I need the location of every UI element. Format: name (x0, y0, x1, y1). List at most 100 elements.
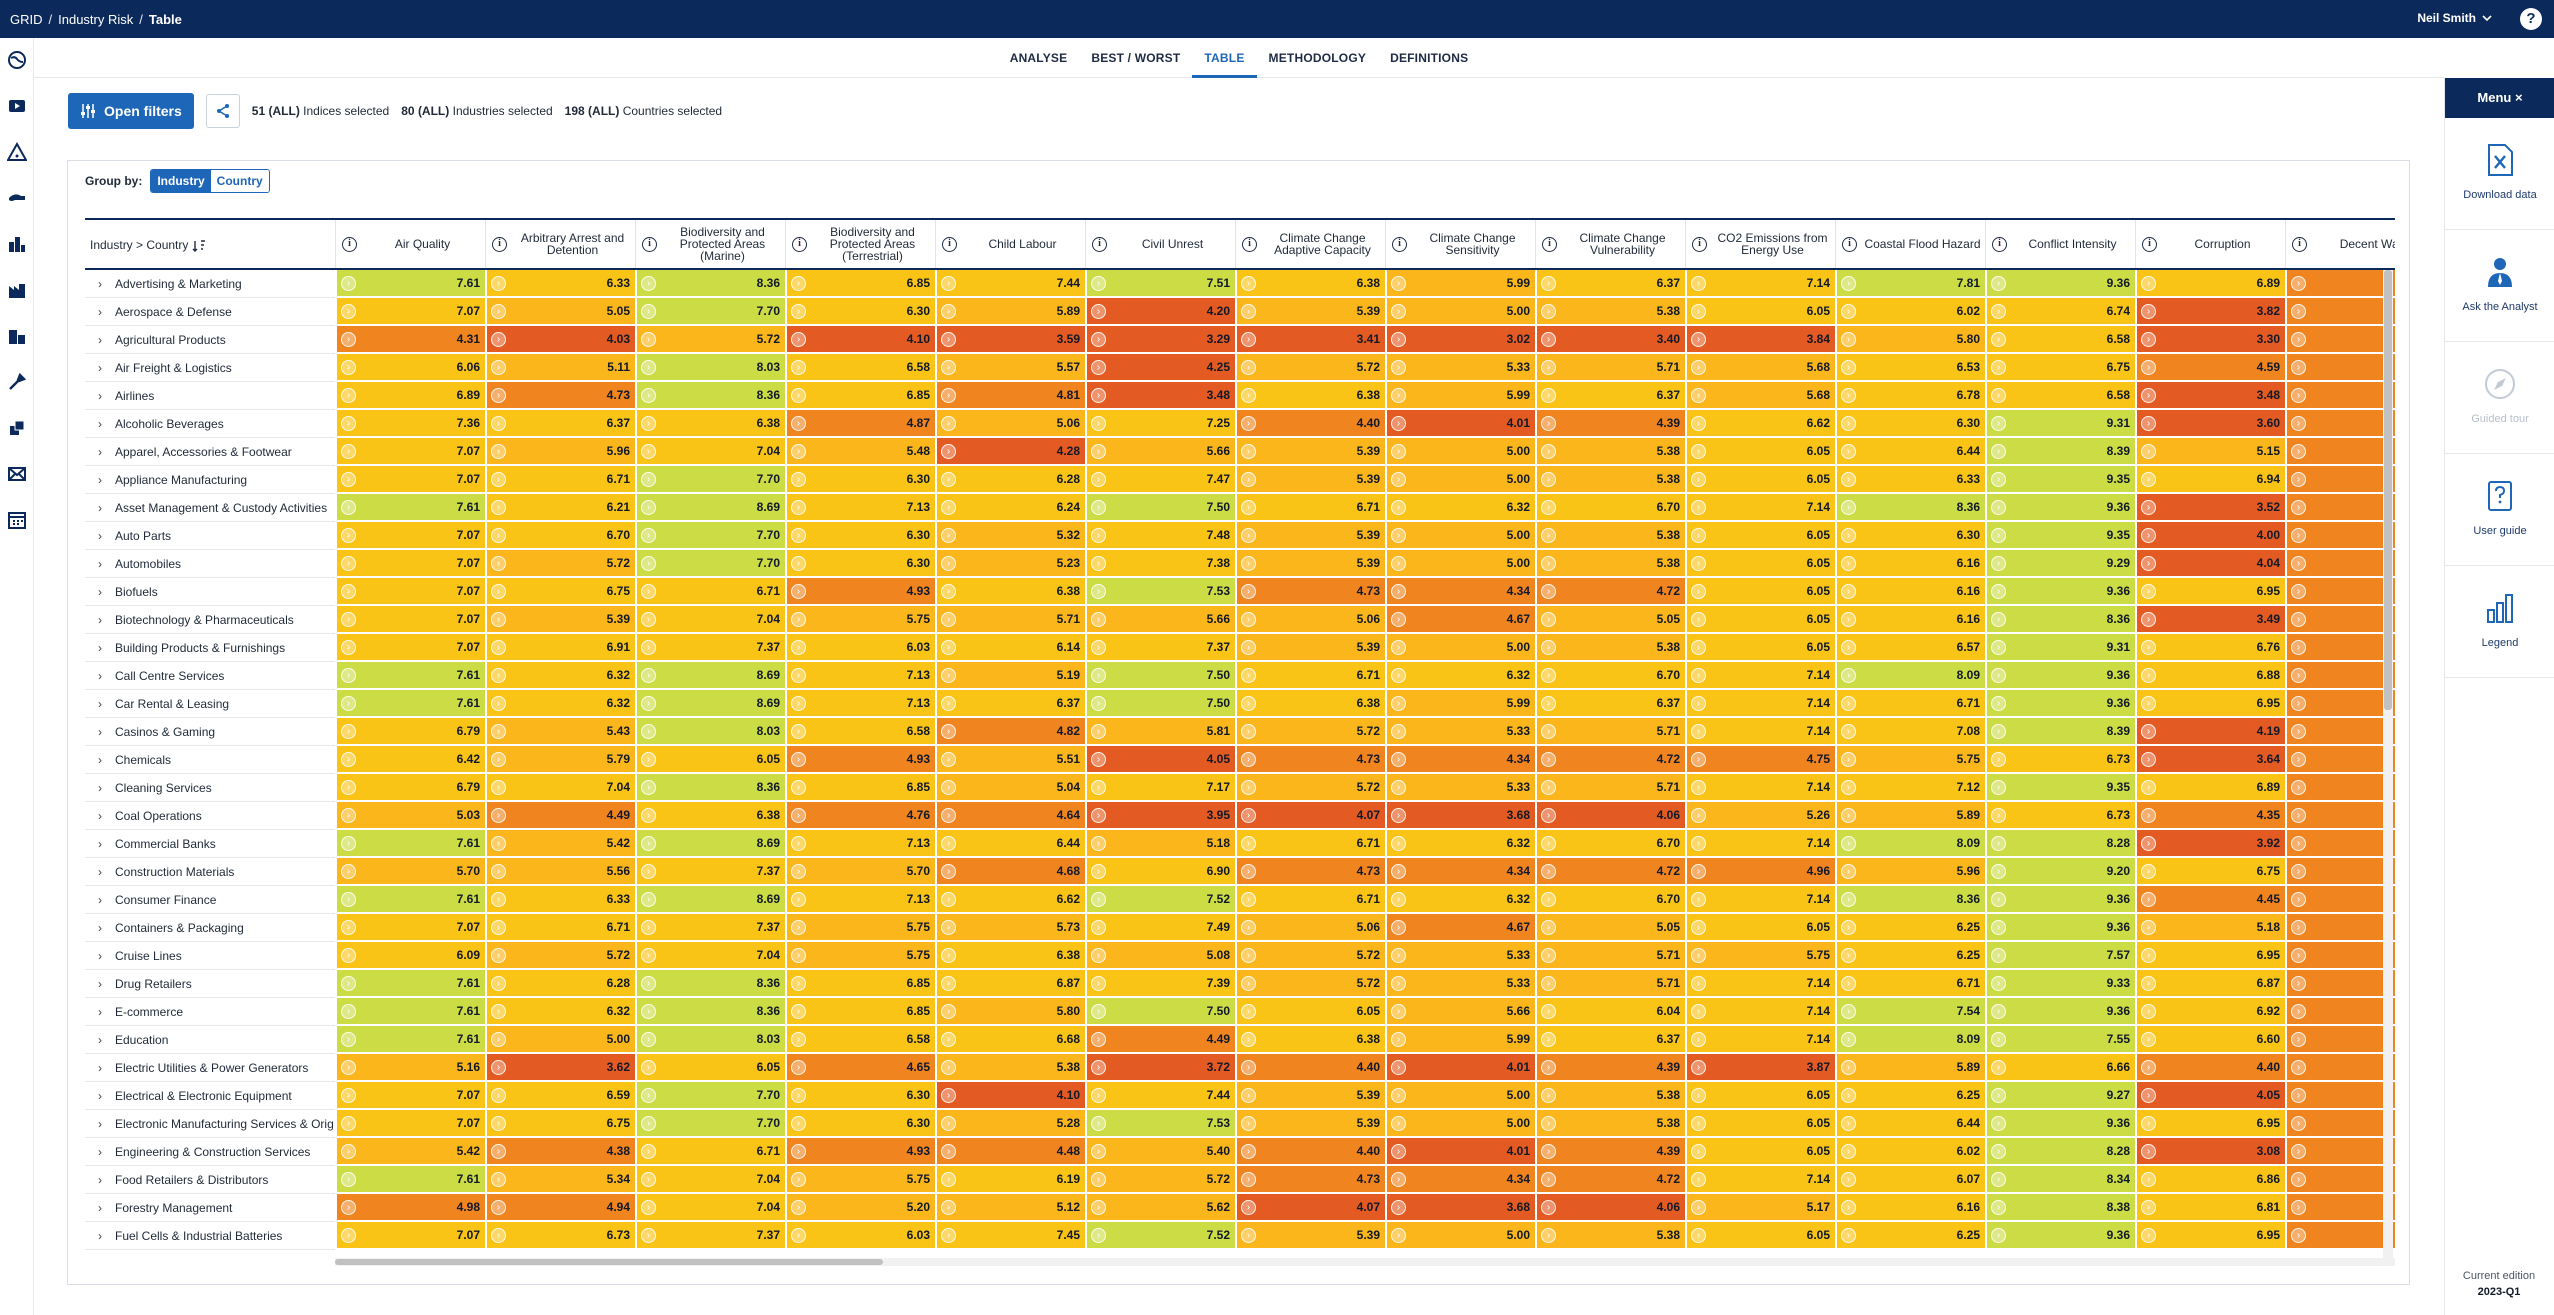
cell-detail-icon[interactable]: › (491, 808, 506, 823)
cell-detail-icon[interactable]: › (1091, 472, 1106, 487)
score-cell[interactable]: › 8.38 (1985, 1194, 2135, 1221)
cell-detail-icon[interactable]: › (1841, 584, 1856, 599)
score-cell[interactable]: › 7.12 (1835, 774, 1985, 801)
score-cell[interactable]: › 3.49 (2135, 606, 2285, 633)
score-cell[interactable]: › 6.37 (1535, 270, 1685, 297)
cell-detail-icon[interactable]: › (1241, 612, 1256, 627)
score-cell[interactable]: › 6.30 (785, 550, 935, 577)
cell-detail-icon[interactable]: › (1541, 1228, 1556, 1243)
score-cell[interactable]: › 7.07 (335, 522, 485, 549)
cell-detail-icon[interactable]: › (1841, 556, 1856, 571)
score-cell[interactable]: › 6.79 (335, 774, 485, 801)
cell-detail-icon[interactable]: › (341, 472, 356, 487)
cell-detail-icon[interactable]: › (1541, 388, 1556, 403)
cell-detail-icon[interactable]: › (1841, 948, 1856, 963)
score-cell[interactable]: › 9.29 (1985, 550, 2135, 577)
score-cell[interactable]: › 4.68 (935, 858, 1085, 885)
score-cell[interactable]: › 6.70 (485, 522, 635, 549)
cell-detail-icon[interactable]: › (1091, 1060, 1106, 1075)
cell-detail-icon[interactable]: › (1991, 668, 2006, 683)
cell-detail-icon[interactable]: › (1841, 724, 1856, 739)
score-cell[interactable]: › 8.36 (1835, 886, 1985, 913)
info-icon[interactable]: i (792, 237, 807, 252)
cell-detail-icon[interactable]: › (2291, 472, 2306, 487)
cell-detail-icon[interactable]: › (1091, 808, 1106, 823)
score-cell[interactable]: › (2285, 858, 2395, 885)
cell-detail-icon[interactable]: › (941, 1032, 956, 1047)
row-label[interactable]: › E-commerce (85, 998, 335, 1026)
cell-detail-icon[interactable]: › (1391, 500, 1406, 515)
score-cell[interactable]: › 6.75 (2135, 858, 2285, 885)
score-cell[interactable]: › 6.05 (1685, 298, 1835, 325)
cell-detail-icon[interactable]: › (941, 724, 956, 739)
row-label[interactable]: › Commercial Banks (85, 830, 335, 858)
cell-detail-icon[interactable]: › (791, 304, 806, 319)
cell-detail-icon[interactable]: › (2141, 416, 2156, 431)
cell-detail-icon[interactable]: › (1391, 1116, 1406, 1131)
cell-detail-icon[interactable]: › (1691, 808, 1706, 823)
score-cell[interactable]: › 4.49 (485, 802, 635, 829)
row-label[interactable]: › Auto Parts (85, 522, 335, 550)
score-cell[interactable]: › 5.80 (1835, 326, 1985, 353)
cell-detail-icon[interactable]: › (1241, 920, 1256, 935)
score-cell[interactable]: › 7.55 (1985, 1026, 2135, 1053)
score-cell[interactable]: › (2285, 746, 2395, 773)
score-cell[interactable]: › 9.33 (1985, 970, 2135, 997)
score-cell[interactable]: › 7.25 (1085, 410, 1235, 437)
score-cell[interactable]: › 6.75 (485, 578, 635, 605)
cell-detail-icon[interactable]: › (1841, 1200, 1856, 1215)
score-cell[interactable]: › 5.75 (1835, 746, 1985, 773)
cell-detail-icon[interactable]: › (1241, 584, 1256, 599)
score-cell[interactable]: › 5.16 (335, 1054, 485, 1081)
score-cell[interactable]: › (2285, 550, 2395, 577)
score-cell[interactable]: › 6.88 (2135, 662, 2285, 689)
cell-detail-icon[interactable]: › (341, 752, 356, 767)
cell-detail-icon[interactable]: › (641, 724, 656, 739)
score-cell[interactable]: › 6.85 (785, 970, 935, 997)
chevron-right-icon[interactable]: › (98, 921, 102, 935)
score-cell[interactable]: › 4.07 (1235, 802, 1385, 829)
cell-detail-icon[interactable]: › (941, 556, 956, 571)
cell-detail-icon[interactable]: › (2141, 1116, 2156, 1131)
score-cell[interactable]: › 7.61 (335, 662, 485, 689)
score-cell[interactable]: › 5.00 (1385, 298, 1535, 325)
score-cell[interactable]: › 5.89 (1835, 802, 1985, 829)
score-cell[interactable]: › 6.14 (935, 634, 1085, 661)
score-cell[interactable]: › 3.62 (485, 1054, 635, 1081)
score-cell[interactable]: › 5.57 (935, 354, 1085, 381)
cell-detail-icon[interactable]: › (1841, 1004, 1856, 1019)
chevron-right-icon[interactable]: › (98, 277, 102, 291)
score-cell[interactable]: › (2285, 662, 2395, 689)
cell-detail-icon[interactable]: › (341, 1172, 356, 1187)
score-cell[interactable]: › 4.19 (2135, 718, 2285, 745)
cell-detail-icon[interactable]: › (491, 1004, 506, 1019)
cell-detail-icon[interactable]: › (941, 836, 956, 851)
chevron-right-icon[interactable]: › (98, 1173, 102, 1187)
cell-detail-icon[interactable]: › (1391, 1032, 1406, 1047)
score-cell[interactable]: › 7.04 (485, 774, 635, 801)
cell-detail-icon[interactable]: › (1691, 724, 1706, 739)
cell-detail-icon[interactable]: › (1841, 360, 1856, 375)
cell-detail-icon[interactable]: › (791, 1032, 806, 1047)
score-cell[interactable]: › 6.32 (485, 998, 635, 1025)
cell-detail-icon[interactable]: › (341, 1004, 356, 1019)
cell-detail-icon[interactable]: › (1241, 1004, 1256, 1019)
cell-detail-icon[interactable]: › (1841, 276, 1856, 291)
cell-detail-icon[interactable]: › (491, 528, 506, 543)
cell-detail-icon[interactable]: › (491, 416, 506, 431)
cell-detail-icon[interactable]: › (1991, 416, 2006, 431)
score-cell[interactable]: › 4.82 (935, 718, 1085, 745)
score-cell[interactable]: › 3.60 (2135, 410, 2285, 437)
score-cell[interactable]: › 5.75 (785, 1166, 935, 1193)
score-cell[interactable]: › 5.38 (1535, 634, 1685, 661)
score-cell[interactable]: › 6.79 (335, 718, 485, 745)
cell-detail-icon[interactable]: › (491, 1032, 506, 1047)
score-cell[interactable]: › (2285, 1222, 2395, 1249)
score-cell[interactable]: › 4.93 (785, 746, 935, 773)
score-cell[interactable]: › 3.30 (2135, 326, 2285, 353)
cell-detail-icon[interactable]: › (2141, 612, 2156, 627)
cell-detail-icon[interactable]: › (2291, 1060, 2306, 1075)
cell-detail-icon[interactable]: › (2141, 864, 2156, 879)
cell-detail-icon[interactable]: › (791, 1088, 806, 1103)
score-cell[interactable]: › 4.45 (2135, 886, 2285, 913)
